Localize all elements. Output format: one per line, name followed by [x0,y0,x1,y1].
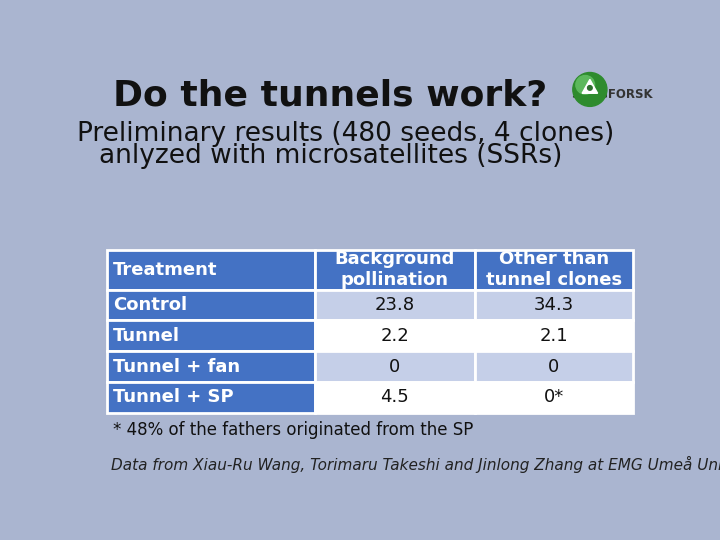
Bar [475,382,632,413]
Bar [475,351,632,382]
Bar [107,289,315,320]
Circle shape [576,76,595,94]
Bar [107,382,315,413]
Text: 23.8: 23.8 [374,296,415,314]
Text: 0*: 0* [544,388,564,407]
Text: Control: Control [113,296,187,314]
Text: Preliminary results (480 seeds, 4 clones): Preliminary results (480 seeds, 4 clones… [77,121,614,147]
Text: 34.3: 34.3 [534,296,574,314]
Text: Tunnel: Tunnel [113,327,180,345]
Text: Tunnel + SP: Tunnel + SP [113,388,234,407]
Bar [107,249,315,289]
Text: anlyzed with microsatellites (SSRs): anlyzed with microsatellites (SSRs) [99,143,562,168]
Text: 2.2: 2.2 [380,327,409,345]
Text: 2.1: 2.1 [539,327,568,345]
Text: Background
pollination: Background pollination [335,250,455,289]
Bar [475,320,632,351]
Text: Other than
tunnel clones: Other than tunnel clones [485,250,622,289]
Bar [107,351,315,382]
Bar [315,249,475,289]
Bar [475,289,632,320]
Bar [315,289,475,320]
Circle shape [573,72,607,106]
Bar [475,249,632,289]
Text: * 48% of the fathers originated from the SP: * 48% of the fathers originated from the… [113,421,474,438]
Bar [315,382,475,413]
Bar [315,351,475,382]
Text: 0: 0 [389,357,400,376]
Bar [107,320,315,351]
Polygon shape [582,79,598,93]
Circle shape [588,85,593,90]
Text: 0: 0 [548,357,559,376]
Bar [315,320,475,351]
Text: SKOGFORSK: SKOGFORSK [571,87,652,100]
Text: Do the tunnels work?: Do the tunnels work? [113,79,547,113]
Text: Tunnel + fan: Tunnel + fan [113,357,240,376]
Text: Treatment: Treatment [113,261,217,279]
Text: 4.5: 4.5 [380,388,409,407]
Text: Data from Xiau-Ru Wang, Torimaru Takeshi and Jinlong Zhang at EMG Umeå Universit: Data from Xiau-Ru Wang, Torimaru Takeshi… [111,456,720,473]
